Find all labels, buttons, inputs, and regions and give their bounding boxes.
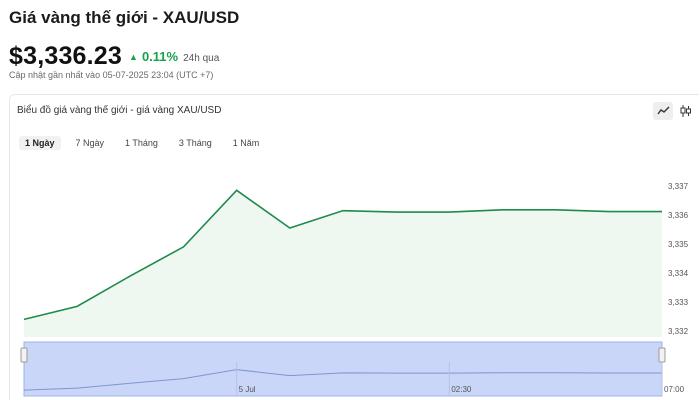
y-tick-label: 3,333	[668, 298, 689, 307]
chart-card: Biểu đồ giá vàng thế giới - giá vàng XAU…	[9, 94, 699, 400]
y-tick-label: 3,336	[668, 211, 689, 220]
navigator-window[interactable]	[23, 341, 663, 397]
candlestick-icon	[680, 105, 691, 117]
last-updated: Cập nhật gần nhất vào 05-07-2025 23:04 (…	[9, 70, 214, 80]
range-selector: 1 Ngày 7 Ngày 1 Tháng 3 Tháng 1 Năm	[19, 136, 274, 150]
range-button-2[interactable]: 1 Tháng	[125, 138, 158, 148]
y-tick-label: 3,334	[668, 269, 689, 278]
range-button-4[interactable]: 1 Năm	[232, 138, 260, 148]
navigator-handle-right[interactable]	[658, 347, 666, 363]
range-button-0[interactable]: 1 Ngày	[19, 136, 61, 150]
chart-title: Biểu đồ giá vàng thế giới - giá vàng XAU…	[17, 105, 222, 116]
candlestick-button[interactable]	[675, 102, 695, 120]
current-price: $3,336.23	[9, 42, 123, 70]
range-button-1[interactable]: 7 Ngày	[75, 138, 105, 148]
range-button-3[interactable]: 3 Tháng	[178, 138, 212, 148]
price-line	[23, 189, 662, 321]
line-chart-icon	[656, 106, 669, 115]
page-title: Giá vàng thế giới - XAU/USD	[9, 8, 240, 27]
navigator-label: 02:30	[451, 385, 472, 394]
navigator-label: 5 Jul	[239, 385, 256, 394]
up-arrow-icon: ▲	[129, 52, 138, 62]
line-chart-button[interactable]	[653, 102, 673, 120]
price-area	[24, 190, 662, 337]
price-row: $3,336.23 ▲ 0.11% 24h qua	[9, 42, 219, 71]
navigator-line	[23, 369, 662, 391]
navigator-handle-left[interactable]	[20, 347, 28, 363]
y-tick-label: 3,337	[668, 182, 689, 191]
y-tick-label: 3,332	[668, 327, 689, 336]
navigator-label: 07:00	[664, 385, 685, 394]
price-change: 0.11%	[141, 49, 179, 64]
change-period: 24h qua	[183, 53, 220, 64]
y-tick-label: 3,335	[668, 240, 689, 249]
